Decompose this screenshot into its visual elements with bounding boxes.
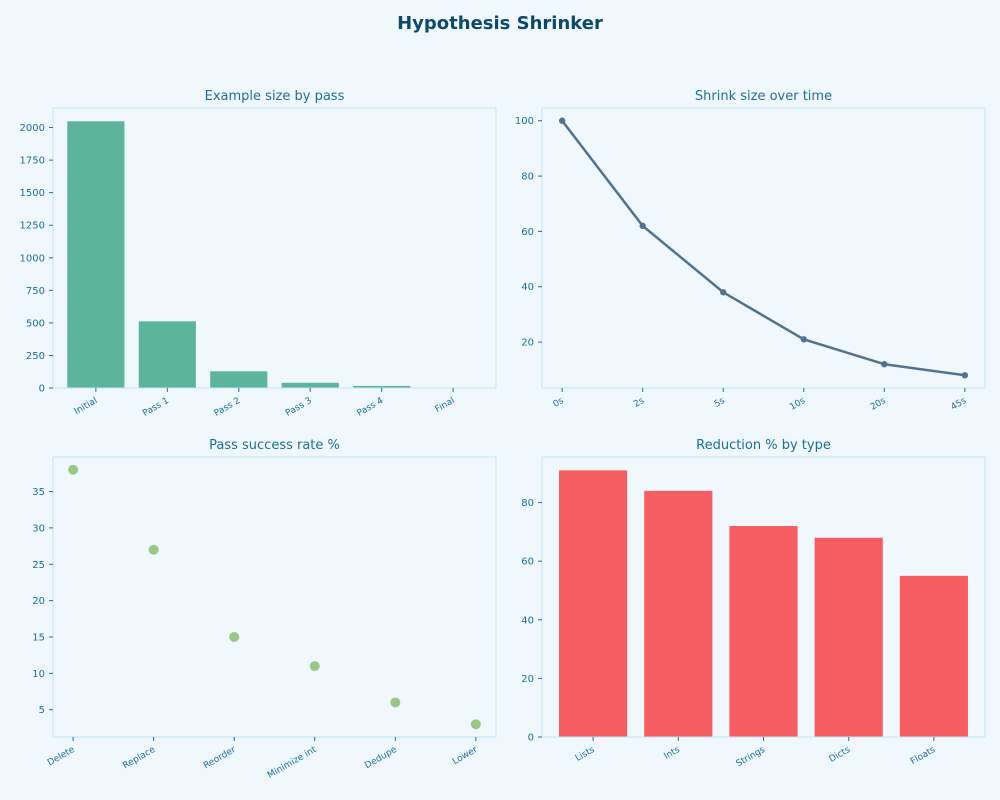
x-tick-label: 10s: [788, 396, 807, 413]
y-tick-label: 10: [32, 669, 45, 680]
y-tick-label: 60: [521, 557, 534, 568]
x-tick-label: 45s: [949, 396, 968, 413]
axes-frame: [52, 107, 497, 389]
y-tick-label: 15: [32, 633, 45, 644]
scatter-point: [470, 719, 481, 730]
x-tick-label: 0s: [552, 396, 566, 410]
bar: [281, 382, 339, 388]
x-tick-label: Final: [434, 396, 457, 415]
y-tick-label: 5: [39, 705, 45, 716]
x-tick-label: Floats: [909, 745, 938, 767]
bar: [210, 371, 268, 388]
x-tick-label: Reorder: [202, 745, 238, 772]
y-tick-label: 1750: [20, 156, 45, 167]
bar: [729, 526, 798, 737]
line-marker: [639, 222, 646, 230]
y-tick-label: 750: [26, 286, 45, 297]
chart-title: Pass success rate %: [209, 438, 340, 453]
y-tick-label: 2000: [20, 123, 45, 134]
y-tick-label: 40: [521, 615, 534, 626]
y-tick-label: 500: [26, 318, 45, 329]
line-marker: [720, 289, 727, 296]
y-tick-label: 60: [521, 227, 534, 238]
x-tick-label: Pass 1: [141, 396, 171, 419]
x-tick-label: Ints: [662, 745, 682, 762]
line-series: [561, 119, 966, 377]
x-tick-label: Pass 4: [355, 396, 385, 419]
chart-panel-3: Pass success rate % 5 10 15 20 25 30 35 Delete Re…: [32, 438, 497, 781]
x-tick-label: Pass 2: [213, 396, 243, 419]
bar: [814, 537, 883, 737]
y-tick-label: 1250: [20, 221, 45, 232]
line-marker: [881, 361, 888, 368]
x-tick-label: Delete: [46, 745, 77, 769]
bar: [559, 470, 628, 737]
x-tick-label: Replace: [121, 745, 157, 772]
chart-panel-2: Shrink size over time 20 40 60 80 100 0s 2s 5s 10…: [515, 89, 986, 413]
x-tick-label: Dicts: [828, 745, 853, 765]
chart-title: Reduction % by type: [696, 438, 831, 453]
x-tick-label: 5s: [713, 396, 727, 410]
x-tick-label: Minimize int: [266, 745, 319, 781]
chart-title: Example size by pass: [205, 89, 345, 104]
x-tick-label: 2s: [632, 396, 646, 410]
bar: [644, 490, 713, 737]
x-tick-label: Initial: [73, 396, 100, 417]
y-tick-label: 40: [521, 282, 534, 293]
y-tick-label: 20: [32, 596, 45, 607]
x-tick-label: 20s: [869, 396, 888, 413]
scatter-point: [148, 544, 159, 555]
y-tick-label: 80: [521, 172, 534, 183]
chart-panel-1: Example size by pass 0 250 500 750 1000 1250 15…: [20, 89, 497, 419]
y-tick-label: 20: [521, 674, 534, 685]
x-tick-label: Lower: [451, 745, 480, 767]
x-tick-label: Dedupe: [363, 745, 399, 771]
y-tick-label: 1500: [20, 188, 45, 199]
chart-panel-4: Reduction % by type 0 20 40 60 80 Lists Ints Str…: [521, 438, 986, 770]
axes-frame: [52, 456, 497, 738]
figure-title: Hypothesis Shrinker: [397, 13, 603, 34]
x-tick-label: Pass 3: [284, 396, 314, 419]
bar: [353, 385, 411, 388]
scatter-point: [309, 661, 320, 672]
chart-title: Shrink size over time: [695, 89, 832, 104]
y-tick-label: 20: [521, 338, 534, 349]
y-tick-label: 100: [515, 116, 534, 127]
y-tick-label: 30: [32, 523, 45, 534]
y-tick-label: 25: [32, 560, 45, 571]
line-marker: [800, 336, 807, 343]
line-marker: [558, 117, 566, 124]
y-tick-label: 1000: [20, 253, 45, 264]
scatter-point: [229, 632, 240, 642]
y-tick-label: 0: [39, 384, 45, 395]
y-tick-label: 80: [521, 498, 534, 509]
bar: [67, 121, 125, 388]
x-tick-label: Strings: [735, 745, 768, 770]
y-tick-label: 250: [26, 351, 45, 362]
axes-frame: [541, 107, 986, 389]
bar: [138, 321, 196, 388]
scatter-point: [390, 697, 401, 708]
scatter-point: [68, 464, 79, 475]
bar: [899, 575, 968, 737]
y-tick-label: 0: [528, 733, 534, 744]
y-tick-label: 35: [32, 487, 45, 498]
line-marker: [961, 372, 969, 379]
x-tick-label: Lists: [574, 745, 597, 764]
